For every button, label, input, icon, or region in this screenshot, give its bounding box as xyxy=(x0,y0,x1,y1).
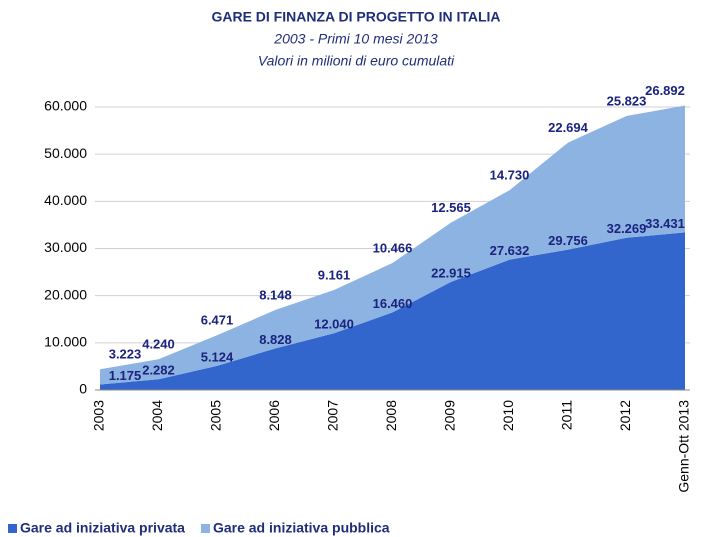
data-label: 5.124 xyxy=(201,349,234,364)
y-tick-label: 0 xyxy=(79,381,87,397)
legend-label: Gare ad iniziativa privata xyxy=(20,520,185,536)
x-tick-label: 2007 xyxy=(325,400,341,431)
data-label: 12.040 xyxy=(314,317,354,332)
data-label: 2.282 xyxy=(142,363,175,378)
data-label: 12.565 xyxy=(431,200,471,215)
data-label: 27.632 xyxy=(490,243,530,258)
data-label: 3.223 xyxy=(109,347,142,362)
data-label: 16.460 xyxy=(373,296,413,311)
x-tick-label: 2008 xyxy=(383,400,399,431)
y-tick-label: 40.000 xyxy=(44,192,87,208)
x-tick-label: Genn-Ott 2013 xyxy=(676,400,692,493)
data-label: 8.828 xyxy=(259,332,292,347)
data-label: 6.471 xyxy=(201,313,234,328)
data-label: 22.915 xyxy=(431,265,471,280)
x-tick-label: 2012 xyxy=(617,400,633,431)
x-tick-label: 2004 xyxy=(149,400,165,431)
chart-title: GARE DI FINANZA DI PROGETTO IN ITALIA xyxy=(211,9,500,25)
y-tick-label: 30.000 xyxy=(44,239,87,255)
y-tick-label: 60.000 xyxy=(44,98,87,114)
data-label: 14.730 xyxy=(490,168,530,183)
chart-subtitle: 2003 - Primi 10 mesi 2013 xyxy=(273,31,438,47)
data-label: 4.240 xyxy=(142,337,175,352)
x-tick-label: 2006 xyxy=(266,400,282,431)
x-tick-label: 2003 xyxy=(91,400,107,431)
y-tick-label: 50.000 xyxy=(44,145,87,161)
legend-swatch xyxy=(200,524,210,533)
data-label: 22.694 xyxy=(548,120,589,135)
data-label: 33.431 xyxy=(645,216,685,231)
area xyxy=(100,105,685,385)
legend-swatch xyxy=(8,524,17,533)
y-tick-label: 20.000 xyxy=(44,286,87,302)
data-label: 8.148 xyxy=(259,287,292,302)
x-tick-label: 2005 xyxy=(208,400,224,431)
data-label: 1.175 xyxy=(109,368,142,383)
data-label: 25.823 xyxy=(607,93,647,108)
data-label: 32.269 xyxy=(607,221,647,236)
x-tick-label: 2010 xyxy=(500,400,516,431)
chart-subtitle: Valori in milioni di euro cumulati xyxy=(258,53,455,69)
area xyxy=(100,232,685,390)
data-label: 10.466 xyxy=(373,240,413,255)
data-label: 9.161 xyxy=(318,267,351,282)
data-label: 29.756 xyxy=(548,233,588,248)
x-tick-label: 2011 xyxy=(559,400,575,430)
data-label: 26.892 xyxy=(645,83,685,98)
y-tick-label: 10.000 xyxy=(44,334,87,350)
legend-label: Gare ad iniziativa pubblica xyxy=(213,520,390,536)
x-tick-label: 2009 xyxy=(442,400,458,431)
